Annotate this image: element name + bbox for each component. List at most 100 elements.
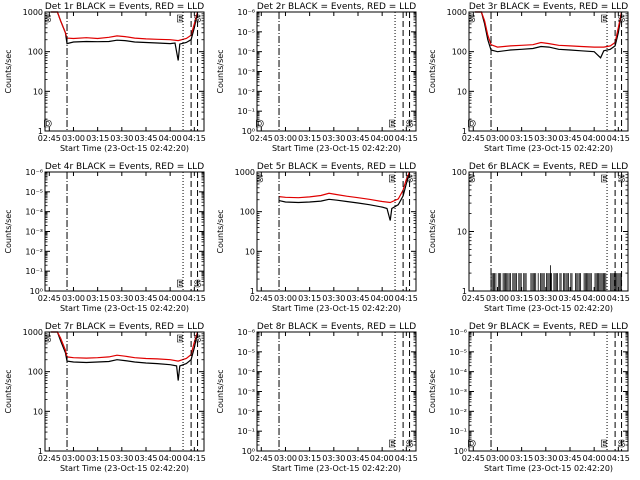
plot-frame	[44, 331, 205, 452]
y-tick-label: 100	[28, 368, 43, 377]
y-axis-label: Counts/sec	[4, 49, 13, 93]
y-tick-label: 100	[28, 48, 43, 57]
x-tick-label: 03:30	[534, 294, 557, 303]
x-tick-label: 03:15	[86, 454, 109, 463]
x-tick-label: 03:00	[62, 134, 85, 143]
panel-title: Det 8r BLACK = Events, RED = LLD	[257, 322, 416, 332]
x-tick-label: 02:45	[462, 294, 485, 303]
y-tick-label: 10⁻²	[25, 247, 43, 256]
y-tick-label: 1000	[235, 168, 255, 177]
y-tick-label: 1	[38, 127, 43, 136]
x-tick-label: 03:30	[322, 134, 345, 143]
y-tick-label: 10⁻⁶	[237, 8, 255, 17]
time-marker-S: S	[618, 174, 625, 185]
x-tick-label: 03:30	[322, 294, 345, 303]
x-tick-label: 03:00	[486, 134, 509, 143]
time-marker-S: S	[406, 439, 413, 450]
y-tick-label: 1000	[23, 8, 43, 17]
y-tick-label: 10⁻³	[237, 388, 255, 397]
y-tick-label: 10	[33, 407, 43, 416]
y-tick-label: 10⁻³	[237, 68, 255, 77]
panel-title: Det 5r BLACK = Events, RED = LLD	[257, 162, 416, 172]
time-marker-S: S	[44, 14, 51, 25]
x-axis-label: Start Time (23-Oct-15 02:42:20)	[484, 144, 613, 153]
y-tick-label: 1	[462, 127, 467, 136]
panel-title: Det 6r BLACK = Events, RED = LLD	[469, 162, 628, 172]
x-tick-label: 04:00	[159, 134, 182, 143]
y-tick-label: 10⁰	[242, 447, 255, 456]
y-tick-label: 100	[452, 48, 467, 57]
lld-series-line	[50, 11, 199, 42]
y-tick-label: 10⁻²	[449, 407, 467, 416]
x-tick-label: 04:15	[607, 294, 630, 303]
x-tick-label: 03:00	[486, 294, 509, 303]
x-tick-label: 03:45	[346, 294, 369, 303]
y-tick-label: 10⁻⁴	[237, 368, 255, 377]
x-axis-label: Start Time (23-Oct-15 02:42:20)	[272, 304, 401, 313]
y-axis-label: Counts/sec	[216, 209, 225, 253]
plot-frame	[468, 331, 629, 452]
y-axis-label: Counts/sec	[428, 209, 437, 253]
plot-frame	[256, 331, 417, 452]
plot-frame	[44, 11, 205, 132]
time-marker-D: D	[468, 119, 476, 130]
plot-frame	[256, 171, 417, 292]
x-tick-label: 02:45	[38, 294, 61, 303]
panel-title: Det 3r BLACK = Events, RED = LLD	[469, 2, 628, 12]
y-axis-label: Counts/sec	[428, 49, 437, 93]
y-tick-label: 10⁻¹	[237, 107, 255, 116]
x-tick-label: 04:00	[583, 134, 606, 143]
time-marker-E: E	[600, 439, 607, 450]
x-tick-label: 03:00	[62, 454, 85, 463]
x-tick-label: 03:15	[510, 134, 533, 143]
y-tick-label: 10⁻⁴	[237, 48, 255, 57]
x-axis-label: Start Time (23-Oct-15 02:42:20)	[60, 144, 189, 153]
x-tick-label: 02:45	[462, 134, 485, 143]
y-tick-label: 10	[457, 87, 467, 96]
y-tick-label: 10⁰	[454, 447, 467, 456]
time-marker-D: D	[256, 119, 264, 130]
y-tick-label: 10⁻⁴	[449, 368, 467, 377]
x-tick-label: 04:00	[371, 294, 394, 303]
x-tick-label: 02:45	[38, 134, 61, 143]
y-tick-label: 10⁻³	[25, 228, 43, 237]
y-tick-label: 10	[33, 87, 43, 96]
time-marker-S: S	[44, 334, 51, 345]
time-marker-S: S	[406, 174, 413, 185]
y-tick-label: 10⁰	[242, 127, 255, 136]
panel-title: Det 1r BLACK = Events, RED = LLD	[45, 2, 204, 12]
x-tick-label: 02:45	[38, 454, 61, 463]
time-marker-E: E	[176, 279, 183, 290]
y-tick-label: 1000	[23, 328, 43, 337]
y-tick-label: 10⁻²	[237, 87, 255, 96]
x-tick-label: 02:45	[250, 454, 273, 463]
panel-title: Det 7r BLACK = Events, RED = LLD	[45, 322, 204, 332]
y-tick-label: 10⁻⁶	[237, 328, 255, 337]
plot-frame	[468, 171, 629, 292]
x-tick-label: 03:15	[86, 294, 109, 303]
y-axis-label: Counts/sec	[4, 369, 13, 413]
y-tick-label: 100	[240, 208, 255, 217]
x-tick-label: 02:45	[462, 454, 485, 463]
y-tick-label: 10⁻⁶	[25, 168, 43, 177]
x-tick-label: 03:15	[510, 454, 533, 463]
x-axis-label: Start Time (23-Oct-15 02:42:20)	[484, 464, 613, 473]
y-tick-label: 10⁻⁶	[449, 328, 467, 337]
x-tick-label: 03:30	[110, 294, 133, 303]
y-tick-label: 100	[452, 168, 467, 177]
y-tick-label: 10⁻³	[449, 388, 467, 397]
time-marker-S: S	[468, 14, 475, 25]
x-tick-label: 03:30	[322, 454, 345, 463]
x-tick-label: 03:00	[274, 454, 297, 463]
y-tick-label: 10	[457, 228, 467, 237]
y-tick-label: 10⁻²	[237, 407, 255, 416]
x-tick-label: 03:45	[134, 454, 157, 463]
x-tick-label: 02:45	[250, 134, 273, 143]
x-tick-label: 03:15	[298, 454, 321, 463]
